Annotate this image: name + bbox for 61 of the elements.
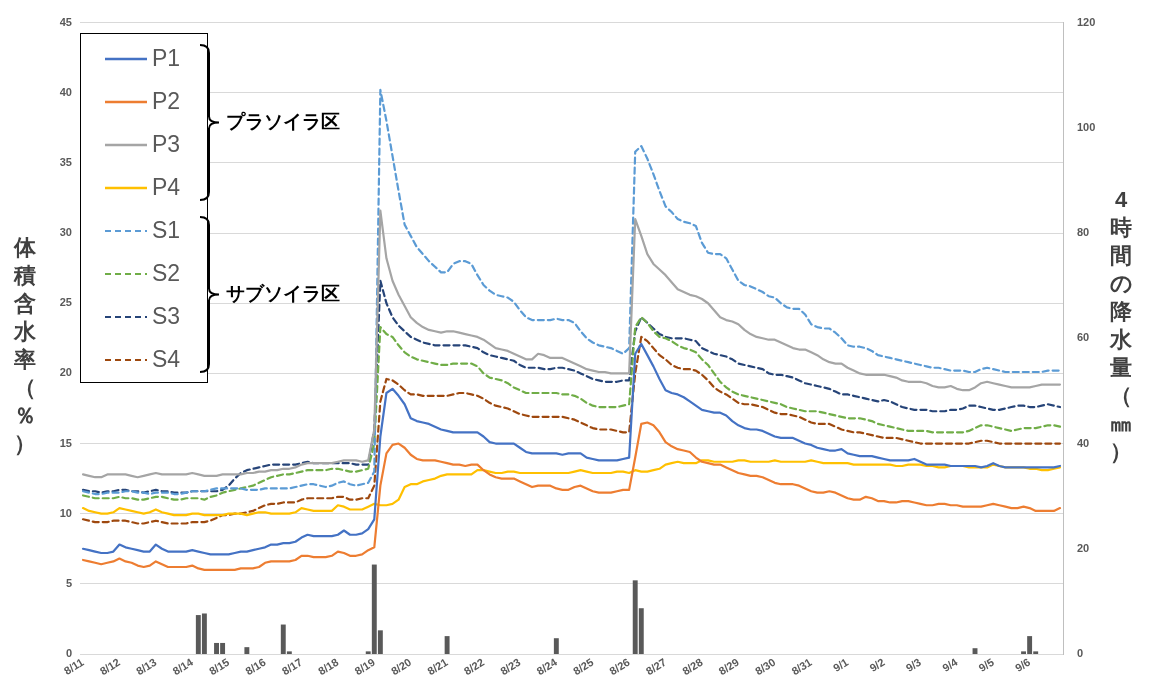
line-series <box>81 335 1062 525</box>
legend-label: P3 <box>152 131 181 158</box>
bar <box>553 638 559 654</box>
y-tick-label: 35 <box>59 155 72 168</box>
x-tick-label: 8/28 <box>680 655 705 678</box>
y2-tick-label: 40 <box>1077 436 1090 449</box>
x-tick-label: 8/24 <box>534 655 560 678</box>
x-tick-label: 8/29 <box>716 655 742 678</box>
annotation: サブソイラ区 <box>226 282 340 306</box>
text: 4時間の降水量（㎜） <box>1109 186 1133 464</box>
x-tick-label: 8/23 <box>498 655 523 678</box>
x-tick-label: 8/25 <box>570 655 596 678</box>
y-tick-label: 45 <box>59 15 72 28</box>
bar <box>244 647 250 654</box>
legend-label: P2 <box>152 88 181 115</box>
x-tick-label: 8/15 <box>206 655 232 678</box>
x-tick-label: 8/17 <box>279 655 305 678</box>
y-tick-label: 10 <box>59 506 72 519</box>
x-tick-label: 9/5 <box>976 655 996 674</box>
legend-label: P4 <box>152 174 181 201</box>
y2-tick-label: 0 <box>1077 647 1084 660</box>
x-tick-label: 9/1 <box>830 655 851 674</box>
x-tick-label: 9/3 <box>903 655 924 674</box>
x-tick-label: 8/22 <box>461 655 487 678</box>
bar <box>444 636 450 654</box>
x-tick-label: 8/14 <box>170 655 196 678</box>
y-tick-label: 0 <box>65 647 72 660</box>
y2-tick-label: 100 <box>1077 120 1096 133</box>
legend-label: S1 <box>152 217 181 244</box>
x-tick-label: 8/13 <box>134 655 159 678</box>
x-tick-label: 8/30 <box>752 655 778 678</box>
y-tick-label: 20 <box>59 366 72 379</box>
x-tick-label: 8/20 <box>388 655 414 678</box>
annotation: プラソイラ区 <box>226 110 340 134</box>
y2-tick-label: 80 <box>1077 226 1090 239</box>
x-tick-label: 8/18 <box>316 655 341 678</box>
x-tick-label: 8/21 <box>425 655 450 678</box>
x-tick-label: 9/4 <box>940 655 961 674</box>
legend-label: S2 <box>152 260 181 287</box>
y-tick-label: 40 <box>59 85 72 98</box>
y-axis-title: 体積含水率（％） <box>14 233 36 458</box>
x-tick-label: 8/26 <box>607 655 632 678</box>
y2-tick-label: 60 <box>1077 331 1090 344</box>
x-tick-label: 8/19 <box>352 655 377 678</box>
x-tick-label: 9/2 <box>867 655 887 674</box>
x-tick-label: 9/6 <box>1012 655 1033 674</box>
x-tick-label: 8/31 <box>789 655 814 678</box>
y-tick-label: 25 <box>59 296 72 309</box>
legend-label: S3 <box>152 303 181 330</box>
x-tick-label: 8/27 <box>643 655 669 678</box>
y-tick-label: 15 <box>59 436 72 449</box>
line-series <box>81 88 1062 496</box>
y2-tick-label: 120 <box>1077 15 1096 28</box>
x-tick-label: 8/12 <box>97 655 123 678</box>
y-tick-label: 5 <box>65 576 72 589</box>
legend-label: S4 <box>152 346 181 373</box>
line-series <box>81 279 1062 494</box>
legend-label: P1 <box>152 45 181 72</box>
y-tick-label: 30 <box>59 226 72 239</box>
x-tick-label: 8/16 <box>243 655 268 678</box>
y2-tick-label: 20 <box>1077 541 1090 554</box>
